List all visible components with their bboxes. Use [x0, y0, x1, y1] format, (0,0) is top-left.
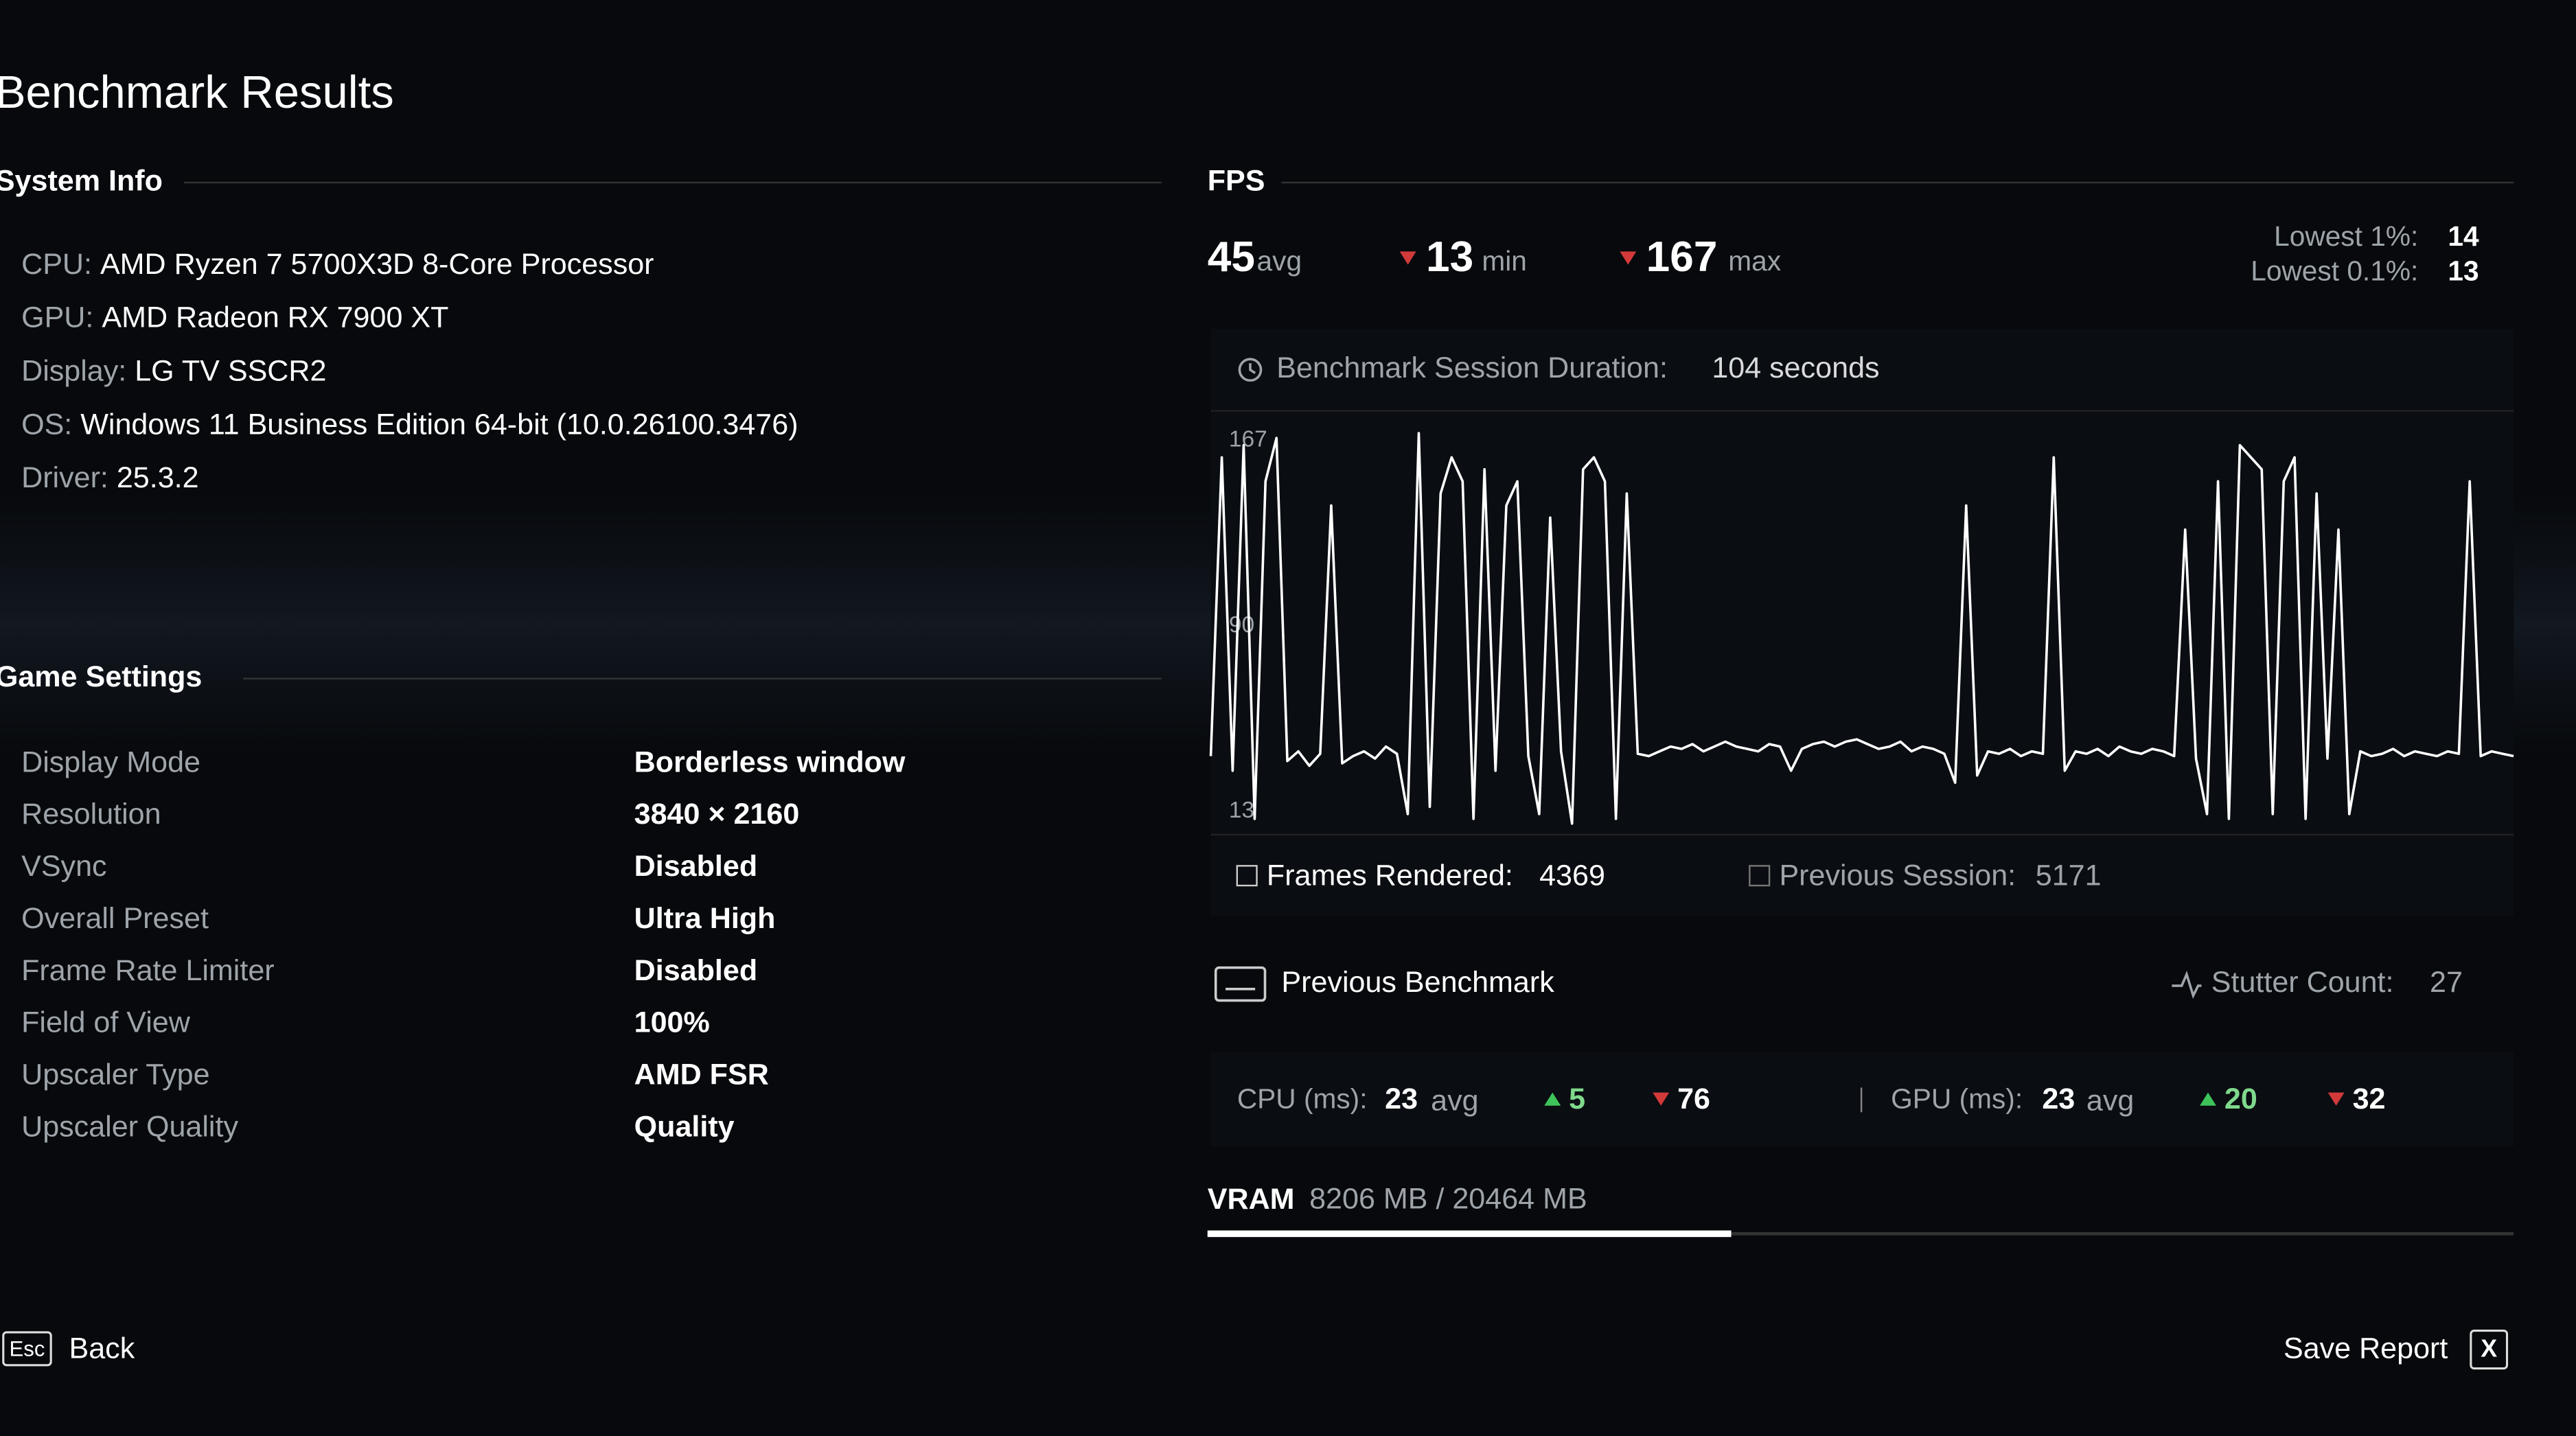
section-heading: System Info [0, 164, 163, 197]
info-row: GPU: AMD Radeon RX 7900 XT [21, 301, 448, 334]
info-row: Driver: 25.3.2 [21, 461, 198, 494]
game-settings: Display Mode Borderless window Resolution 3… [21, 745, 906, 1143]
previous-label: Previous Session: [1779, 859, 2016, 892]
y-tick-label: 90 [1229, 612, 1254, 638]
setting-value: 3840 × 2160 [634, 798, 800, 831]
cpu-high: 76 [1677, 1082, 1710, 1115]
key-box [2470, 1329, 2509, 1370]
fps-max-label: max [1728, 245, 1781, 277]
key-box [2, 1331, 52, 1367]
checkbox[interactable] [1236, 865, 1258, 887]
previous-benchmark[interactable]: Previous Benchmark [1281, 966, 1554, 999]
info-row: Display: LG TV SSCR2 [21, 355, 326, 388]
system-info: CPU: AMD Ryzen 7 5700X3D 8-Core Processor… [21, 248, 798, 494]
info-row: OS: Windows 11 Business Edition 64-bit (1… [21, 408, 798, 441]
lowest-1: 14 [2448, 220, 2479, 252]
page-title: Benchmark Results [0, 67, 394, 118]
stutter: 27 [2430, 966, 2463, 999]
duration-label: Benchmark Session Duration: [1276, 351, 1668, 384]
gpu-avg: 23 [2042, 1082, 2075, 1115]
timing: CPU (ms): 23 avg 5 76 GPU (ms): 23 avg 20 32 [1237, 1082, 2386, 1117]
fps-line [1209, 432, 2514, 825]
y-tick-label: 167 [1229, 426, 1267, 452]
down-arrow [1653, 1092, 1670, 1106]
stutter-label: Stutter Count: [2211, 966, 2394, 999]
vram-total: 20464 MB [1452, 1183, 1587, 1216]
cpu-low: 5 [1569, 1082, 1585, 1115]
down-arrow [2327, 1092, 2345, 1106]
setting-value: Disabled [634, 954, 757, 987]
info-label: Display: [21, 355, 126, 388]
back-button[interactable]: Back [69, 1332, 135, 1365]
section-heading: Game Settings [0, 660, 202, 693]
info-value: AMD Ryzen 7 5700X3D 8-Core Processor [100, 248, 654, 281]
info-label: OS: [21, 408, 72, 441]
graph-panel [1210, 328, 2514, 917]
setting-label: Field of View [21, 1006, 191, 1039]
info-value: AMD Radeon RX 7900 XT [102, 301, 448, 334]
setting-label: Upscaler Quality [21, 1110, 238, 1143]
back-key[interactable]: Esc [10, 1336, 45, 1360]
info-label: GPU: [21, 301, 93, 334]
info-row: CPU: AMD Ryzen 7 5700X3D 8-Core Processor [21, 248, 654, 281]
fps-avg-label: avg [1257, 245, 1302, 277]
gpu-label: GPU (ms): [1891, 1082, 2023, 1114]
cpu-label: CPU (ms): [1237, 1082, 1368, 1114]
setting-value: 100% [634, 1006, 710, 1039]
clock-icon [1238, 358, 1263, 382]
section-heading: FPS [1208, 164, 1265, 197]
frames-label: Frames Rendered: [1267, 859, 1513, 892]
info-value: LG TV SSCR2 [135, 355, 326, 388]
setting-label: VSync [21, 850, 106, 883]
cpu-avg-label: avg [1431, 1084, 1478, 1117]
y-tick-label: 13 [1229, 798, 1254, 823]
setting-label: Upscaler Type [21, 1058, 209, 1091]
gpu-high: 32 [2353, 1082, 2386, 1115]
setting-label: Frame Rate Limiter [21, 954, 275, 987]
setting-label: Overall Preset [21, 902, 209, 935]
fps-min: 13 [1426, 233, 1473, 281]
vram-text: 8206 MB / 20464 MB [1309, 1183, 1587, 1216]
previous: 5171 [2036, 859, 2102, 892]
duration: 104 seconds [1712, 351, 1879, 384]
cpu-avg: 23 [1385, 1082, 1418, 1115]
gpu-low: 20 [2224, 1082, 2257, 1115]
fps-graph: 167 90 13 [1209, 426, 2514, 825]
fps-min-label: min [1482, 245, 1527, 277]
setting-value: Borderless window [634, 745, 906, 778]
down-arrow [1399, 251, 1416, 265]
save-report-button[interactable]: Save Report [2284, 1332, 2448, 1365]
vram-label: VRAM [1208, 1183, 1295, 1216]
fps-max: 167 [1646, 233, 1718, 281]
vram-used: 8206 MB [1309, 1183, 1427, 1216]
gpu-avg-label: avg [2086, 1084, 2134, 1117]
setting-label: Resolution [21, 798, 161, 831]
lowest-01-label: Lowest 0.1%: [2251, 255, 2418, 286]
info-value: 25.3.2 [117, 461, 199, 494]
vram-fill [1207, 1230, 1732, 1238]
lowest-1-label: Lowest 1%: [2274, 220, 2418, 252]
down-arrow [1620, 251, 1637, 265]
up-arrow [1544, 1092, 1561, 1106]
info-label: Driver: [21, 461, 108, 494]
setting-value: Disabled [634, 850, 757, 883]
checkbox[interactable] [1749, 865, 1771, 887]
info-label: CPU: [21, 248, 92, 281]
info-value: Windows 11 Business Edition 64-bit (10.0… [80, 408, 798, 441]
setting-value: Quality [634, 1110, 735, 1143]
frames: 4369 [1539, 859, 1605, 892]
save-key[interactable]: X [2481, 1335, 2497, 1363]
lowest-01: 13 [2448, 255, 2479, 286]
previous-benchmark-icon[interactable] [1214, 966, 1267, 1002]
stutter-icon [2172, 971, 2202, 999]
setting-value: Ultra High [634, 902, 776, 935]
setting-label: Display Mode [21, 745, 200, 778]
vram-bar [1207, 1230, 1732, 1238]
setting-value: AMD FSR [634, 1058, 769, 1091]
clock-icon-hands [1249, 363, 1256, 374]
up-arrow [2200, 1092, 2216, 1106]
fps-avg: 45 [1208, 233, 1255, 281]
